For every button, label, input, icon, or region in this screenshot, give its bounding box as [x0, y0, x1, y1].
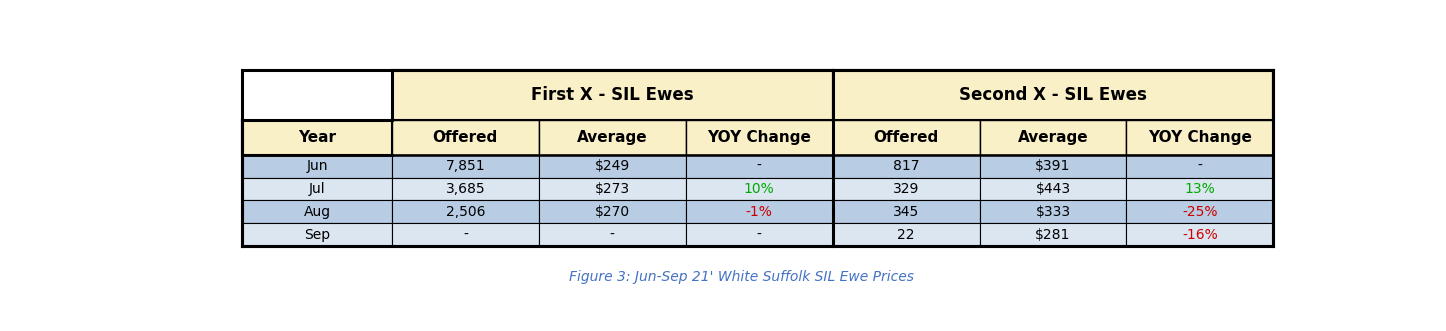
Bar [1126, 201, 1274, 223]
Bar [1126, 177, 1274, 201]
Bar [833, 119, 979, 155]
Text: 3,685: 3,685 [445, 182, 486, 196]
Bar [539, 201, 685, 223]
Bar [243, 155, 392, 177]
Text: $443: $443 [1035, 182, 1070, 196]
Bar [243, 70, 392, 119]
Bar [392, 155, 539, 177]
Text: Second X - SIL Ewes: Second X - SIL Ewes [959, 86, 1147, 104]
Text: 345: 345 [894, 205, 920, 219]
Bar [1126, 119, 1274, 155]
Bar [979, 119, 1126, 155]
Bar [685, 177, 833, 201]
Text: -1%: -1% [746, 205, 772, 219]
Bar [979, 177, 1126, 201]
Bar [833, 201, 979, 223]
Bar [392, 201, 539, 223]
Bar [243, 223, 392, 246]
Bar [833, 155, 979, 177]
Text: -: - [610, 228, 615, 242]
Bar [243, 177, 392, 201]
Bar [539, 119, 685, 155]
Text: Aug: Aug [304, 205, 331, 219]
Bar [685, 119, 833, 155]
Bar [392, 70, 833, 119]
Bar [685, 201, 833, 223]
Text: $281: $281 [1035, 228, 1070, 242]
Bar [979, 155, 1126, 177]
Text: Offered: Offered [432, 130, 497, 145]
Text: -: - [463, 228, 467, 242]
Bar [243, 70, 1274, 246]
Bar [243, 201, 392, 223]
Text: YOY Change: YOY Change [1148, 130, 1252, 145]
Text: -16%: -16% [1181, 228, 1218, 242]
Text: 10%: 10% [743, 182, 775, 196]
Bar [685, 155, 833, 177]
Text: 22: 22 [898, 228, 915, 242]
Text: Jul: Jul [309, 182, 325, 196]
Text: -: - [756, 228, 762, 242]
Text: First X - SIL Ewes: First X - SIL Ewes [531, 86, 694, 104]
Bar [685, 223, 833, 246]
Text: -: - [1197, 159, 1203, 173]
Bar [833, 223, 979, 246]
Text: $391: $391 [1035, 159, 1070, 173]
Text: Jun: Jun [307, 159, 328, 173]
Text: Figure 3: Jun-Sep 21' White Suffolk SIL Ewe Prices: Figure 3: Jun-Sep 21' White Suffolk SIL … [568, 270, 914, 284]
Bar [1126, 155, 1274, 177]
Text: $270: $270 [594, 205, 630, 219]
Text: -25%: -25% [1183, 205, 1218, 219]
Text: YOY Change: YOY Change [707, 130, 811, 145]
Bar [392, 119, 539, 155]
Bar [833, 177, 979, 201]
Text: Average: Average [1018, 130, 1089, 145]
Text: 7,851: 7,851 [445, 159, 486, 173]
Bar [392, 223, 539, 246]
Bar [1126, 223, 1274, 246]
Bar [392, 177, 539, 201]
Text: 2,506: 2,506 [445, 205, 484, 219]
Bar [979, 223, 1126, 246]
Bar [833, 70, 1274, 119]
Text: Average: Average [577, 130, 648, 145]
Text: Year: Year [298, 130, 335, 145]
Bar [243, 119, 392, 155]
Text: Sep: Sep [304, 228, 330, 242]
Text: -: - [756, 159, 762, 173]
Text: Offered: Offered [873, 130, 938, 145]
Text: 329: 329 [892, 182, 920, 196]
Bar [539, 155, 685, 177]
Text: $273: $273 [594, 182, 630, 196]
Text: 817: 817 [892, 159, 920, 173]
Bar [979, 201, 1126, 223]
Text: $249: $249 [594, 159, 630, 173]
Text: $333: $333 [1035, 205, 1070, 219]
Bar [539, 223, 685, 246]
Bar [539, 177, 685, 201]
Text: 13%: 13% [1184, 182, 1215, 196]
